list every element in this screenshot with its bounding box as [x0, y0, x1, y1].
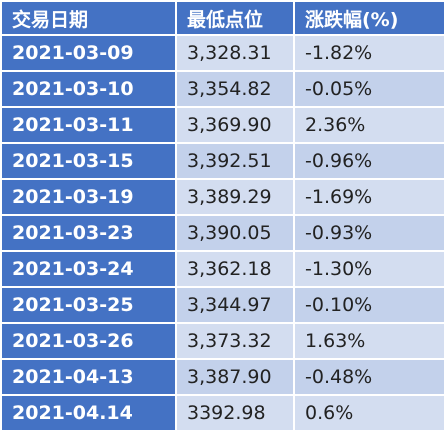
value-cell: 3,373.32: [175, 322, 295, 360]
value-cell: -0.93%: [293, 214, 444, 252]
date-cell: 2021-03-26: [0, 322, 177, 360]
header-cell: 交易日期: [0, 0, 177, 36]
table-row: 2021-03-24 3,362.18 -1.30%: [0, 250, 444, 288]
value-cell: -1.69%: [293, 178, 444, 216]
value-cell: 3,390.05: [175, 214, 295, 252]
value-cell: 0.6%: [293, 394, 444, 432]
value-cell: 3,354.82: [175, 70, 295, 108]
date-cell: 2021-04-13: [0, 358, 177, 396]
table-row: 2021-03-10 3,354.82 -0.05%: [0, 70, 444, 108]
table-row: 2021-04.14 3392.98 0.6%: [0, 394, 444, 432]
value-cell: 3,362.18: [175, 250, 295, 288]
date-cell: 2021-03-23: [0, 214, 177, 252]
table-row: 2021-03-19 3,389.29 -1.69%: [0, 178, 444, 216]
value-cell: -1.30%: [293, 250, 444, 288]
table-row: 2021-04-13 3,387.90 -0.48%: [0, 358, 444, 396]
date-cell: 2021-03-24: [0, 250, 177, 288]
table-header: 交易日期 最低点位 涨跌幅(%): [0, 0, 444, 36]
table-row: 2021-03-11 3,369.90 2.36%: [0, 106, 444, 144]
date-cell: 2021-03-11: [0, 106, 177, 144]
value-cell: 3,344.97: [175, 286, 295, 324]
table-row: 2021-03-23 3,390.05 -0.93%: [0, 214, 444, 252]
table-row: 2021-03-09 3,328.31 -1.82%: [0, 34, 444, 72]
value-cell: 3392.98: [175, 394, 295, 432]
value-cell: 1.63%: [293, 322, 444, 360]
date-cell: 2021-03-19: [0, 178, 177, 216]
header-cell: 最低点位: [175, 0, 295, 36]
value-cell: 2.36%: [293, 106, 444, 144]
table-body: 2021-03-09 3,328.31 -1.82% 2021-03-10 3,354.…: [0, 34, 444, 432]
date-cell: 2021-03-09: [0, 34, 177, 72]
table-row: 2021-03-15 3,392.51 -0.96%: [0, 142, 444, 180]
date-cell: 2021-03-25: [0, 286, 177, 324]
header-cell: 涨跌幅(%): [293, 0, 444, 36]
value-cell: -0.05%: [293, 70, 444, 108]
value-cell: -0.10%: [293, 286, 444, 324]
table-row: 2021-03-26 3,373.32 1.63%: [0, 322, 444, 360]
value-cell: -0.48%: [293, 358, 444, 396]
date-cell: 2021-04.14: [0, 394, 177, 432]
value-cell: -1.82%: [293, 34, 444, 72]
value-cell: -0.96%: [293, 142, 444, 180]
header-row: 交易日期 最低点位 涨跌幅(%): [0, 0, 444, 36]
date-cell: 2021-03-15: [0, 142, 177, 180]
value-cell: 3,389.29: [175, 178, 295, 216]
date-cell: 2021-03-10: [0, 70, 177, 108]
value-cell: 3,369.90: [175, 106, 295, 144]
value-cell: 3,392.51: [175, 142, 295, 180]
table-row: 2021-03-25 3,344.97 -0.10%: [0, 286, 444, 324]
value-cell: 3,328.31: [175, 34, 295, 72]
value-cell: 3,387.90: [175, 358, 295, 396]
